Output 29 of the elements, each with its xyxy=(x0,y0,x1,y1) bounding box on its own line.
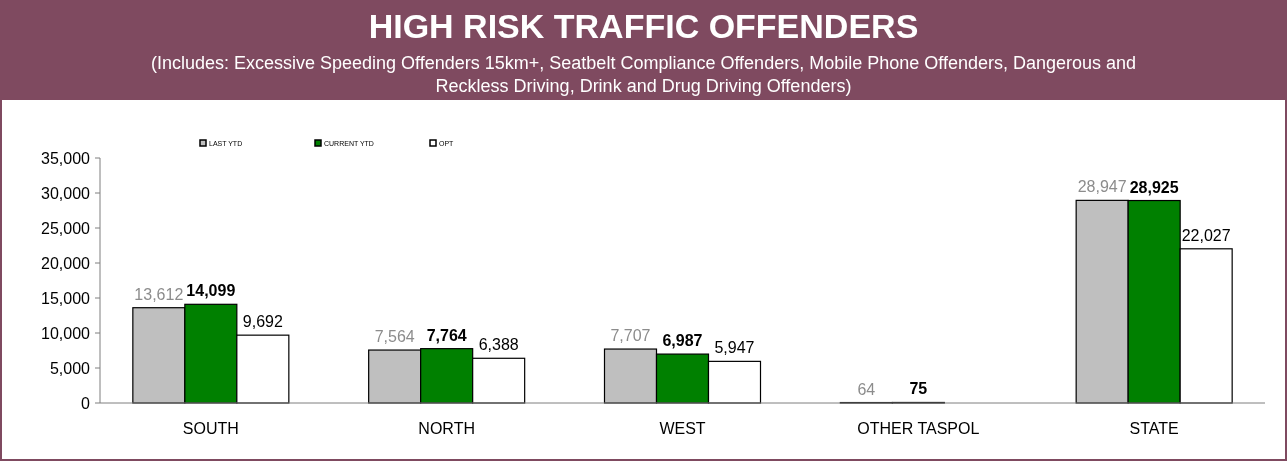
x-tick-label: SOUTH xyxy=(182,420,239,437)
y-tick-label: 0 xyxy=(81,394,91,412)
y-tick-label: 35,000 xyxy=(41,149,91,167)
y-tick-label: 30,000 xyxy=(41,184,91,202)
data-label: 14,099 xyxy=(186,282,236,300)
data-label: 7,707 xyxy=(610,327,651,345)
chart-title: HIGH RISK TRAFFIC OFFENDERS xyxy=(368,7,919,45)
data-label: 7,564 xyxy=(374,328,415,346)
y-tick-label: 10,000 xyxy=(41,324,91,342)
data-label: 75 xyxy=(909,380,928,398)
x-tick-label: STATE xyxy=(1129,420,1179,437)
x-tick-label: OTHER TASPOL xyxy=(857,420,980,437)
x-tick-label: NORTH xyxy=(418,420,475,437)
data-label: 5,947 xyxy=(714,339,755,357)
data-label: 28,947 xyxy=(1077,178,1127,196)
data-label: 7,764 xyxy=(426,326,467,344)
chart-subtitle: (Includes: Excessive Speeding Offenders 15km+, Seatbelt Compliance Offenders, Mobile Phone Offenders, Dangerous and Reckless Driving, Drink and Drug Driving Offenders) xyxy=(150,53,1137,96)
data-label: 64 xyxy=(857,380,876,398)
data-label: 13,612 xyxy=(134,285,184,303)
data-label: 22,027 xyxy=(1181,226,1231,244)
y-tick-label: 20,000 xyxy=(41,254,91,272)
data-label: 6,388 xyxy=(478,336,519,354)
y-tick-label: 15,000 xyxy=(41,289,91,307)
x-tick-label: WEST xyxy=(659,420,706,437)
y-tick-label: 25,000 xyxy=(41,219,91,237)
data-label: 28,925 xyxy=(1129,178,1179,196)
data-label: 9,692 xyxy=(242,313,283,331)
data-label: 6,987 xyxy=(662,332,703,350)
y-tick-label: 5,000 xyxy=(49,359,91,377)
